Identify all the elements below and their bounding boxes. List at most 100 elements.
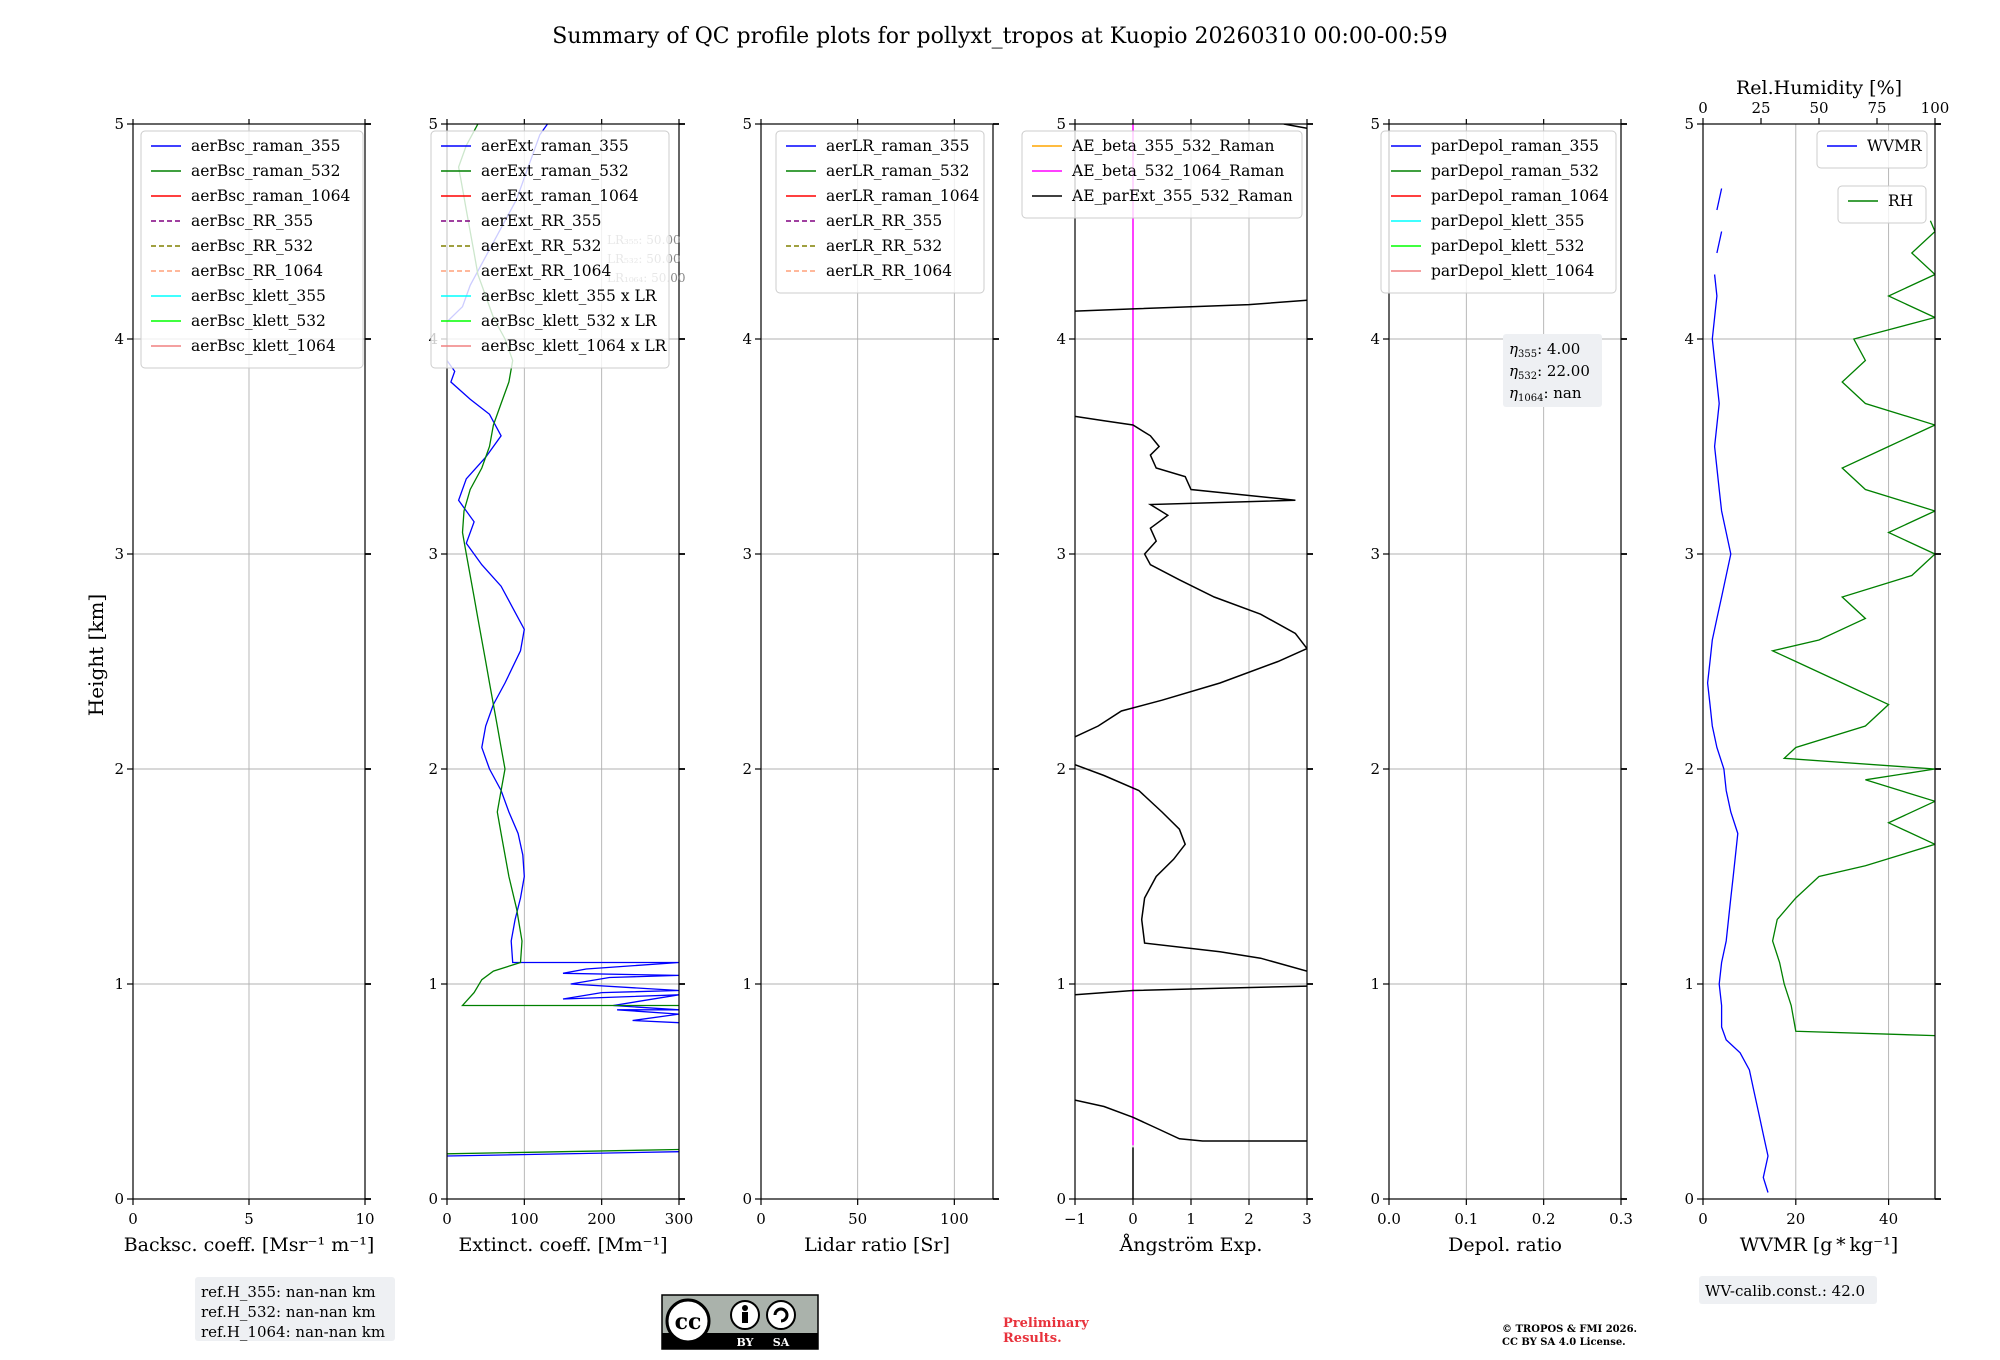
cc-by-sa-badge: cc BY SA (661, 1294, 819, 1350)
x-tick-label: 0.2 (1532, 1210, 1556, 1228)
x-tick-label: 0 (128, 1210, 138, 1228)
secondary-x-tick-label: 75 (1867, 99, 1886, 117)
x-axis-label: Depol. ratio (1448, 1234, 1562, 1256)
series-line-aerExt_raman_355 (447, 1151, 679, 1157)
y-tick-label: 3 (114, 545, 124, 563)
series-line-AE_parExt_355_532_Raman (1075, 299, 1307, 312)
y-tick-label: 3 (1684, 545, 1694, 563)
y-tick-label: 0 (742, 1190, 752, 1208)
y-tick-label: 2 (742, 760, 752, 778)
y-tick-label: 5 (428, 115, 438, 133)
panel-lidar_ratio: 0 50 100 0 1 2 3 4 5 Lidar ratio [Sr] aerLR_raman_… (742, 115, 999, 1256)
series-line-AE_parExt_355_532_Raman (1075, 985, 1307, 996)
eta-value: : 22.00 (1537, 362, 1590, 380)
series-line-RH (1770, 220, 1935, 1037)
series-line-AE_parExt_355_532_Raman (1075, 415, 1307, 738)
series-line-AE_parExt_355_532_Raman (1075, 1099, 1307, 1142)
secondary-x-tick-label: 50 (1809, 99, 1828, 117)
x-tick-label: 50 (848, 1210, 867, 1228)
x-tick-label: 200 (587, 1210, 616, 1228)
y-tick-label: 4 (742, 330, 752, 348)
eta-symbol: η (1509, 362, 1518, 380)
legend-label: aerExt_raman_355 (481, 137, 629, 155)
legend-label: aerBsc_raman_532 (191, 162, 341, 180)
y-tick-label: 0 (1056, 1190, 1066, 1208)
legend-label: WVMR (1867, 137, 1923, 155)
ref-line-1064: ref.H_1064: nan-nan km (201, 1323, 385, 1341)
legend-label: aerBsc_raman_1064 (191, 187, 351, 205)
x-tick-label: −1 (1064, 1210, 1086, 1228)
legend-frame (140, 130, 364, 369)
legend-label: parDepol_raman_532 (1431, 162, 1599, 180)
cc-text: cc (675, 1309, 702, 1335)
legend-label: aerLR_raman_1064 (826, 187, 979, 205)
x-tick-label: 2 (1244, 1210, 1254, 1228)
wv-calib-text: WV-calib.const.: 42.0 (1705, 1282, 1865, 1300)
eta-subscript: 532 (1518, 371, 1537, 382)
secondary-x-tick-label: 0 (1698, 99, 1708, 117)
x-tick-label: 100 (940, 1210, 969, 1228)
legend-label: aerBsc_klett_532 (191, 312, 326, 330)
y-tick-label: 3 (1056, 545, 1066, 563)
y-tick-label: 5 (1684, 115, 1694, 133)
legend-label: parDepol_raman_1064 (1431, 187, 1609, 205)
legend-label: aerExt_RR_532 (481, 237, 602, 255)
legend-label: aerBsc_RR_1064 (191, 262, 323, 280)
legend-label: parDepol_klett_532 (1431, 237, 1584, 255)
legend-label: aerBsc_raman_355 (191, 137, 341, 155)
secondary-x-tick-label: 100 (1921, 99, 1950, 117)
eta-box (1503, 334, 1602, 407)
x-tick-label: 40 (1879, 1210, 1898, 1228)
y-tick-label: 1 (742, 975, 752, 993)
y-tick-label: 3 (742, 545, 752, 563)
legend-label: aerBsc_klett_355 x LR (481, 287, 658, 305)
legend-angstrom: AE_beta_355_532_Raman AE_beta_532_1064_Ra… (1021, 130, 1303, 219)
y-tick-label: 5 (742, 115, 752, 133)
legend-label: aerBsc_klett_1064 (191, 337, 336, 355)
legend-label: parDepol_raman_355 (1431, 137, 1599, 155)
legend-label: aerLR_RR_355 (826, 212, 942, 230)
x-tick-label: 0.1 (1454, 1210, 1478, 1228)
y-tick-label: 1 (1056, 975, 1066, 993)
x-tick-label: 3 (1302, 1210, 1312, 1228)
legend-frame (1021, 130, 1303, 219)
panel-angstrom: −1 0 1 2 3 0 1 2 3 4 5 Ångström Exp. AE_beta_355_532… (1021, 115, 1313, 1256)
legend-label: aerBsc_klett_1064 x LR (481, 337, 668, 355)
reference-height-box: ref.H_355: nan-nan km ref.H_532: nan-nan… (195, 1277, 395, 1341)
legend-label: aerBsc_RR_532 (191, 237, 313, 255)
ref-line-532: ref.H_532: nan-nan km (201, 1303, 376, 1321)
eta-value: : 4.00 (1537, 340, 1580, 358)
series-line-WVMR (1716, 188, 1723, 211)
y-tick-label: 4 (1056, 330, 1066, 348)
y-tick-label: 0 (114, 1190, 124, 1208)
y-tick-label: 4 (114, 330, 124, 348)
legend-extinction: aerExt_raman_355 aerExt_raman_532 aerExt_r… (430, 130, 670, 369)
eta-symbol: η (1509, 340, 1518, 358)
legend-frame (1380, 130, 1617, 294)
legend-label: RH (1888, 192, 1913, 210)
eta-label: η532: 22.00 (1509, 362, 1590, 382)
y-tick-label: 5 (1370, 115, 1380, 133)
eta-label: η1064: nan (1509, 384, 1582, 404)
y-tick-label: 0 (1370, 1190, 1380, 1208)
cc-sa-text: SA (773, 1336, 790, 1349)
legend-backscatter: aerBsc_raman_355 aerBsc_raman_532 aerBsc_r… (140, 130, 364, 369)
legend-wv: RH (1837, 185, 1927, 224)
legend-label: AE_beta_532_1064_Raman (1071, 162, 1284, 180)
legend-label: parDepol_klett_355 (1431, 212, 1584, 230)
copyright-line-2: CC BY SA 4.0 License. (1502, 1337, 1626, 1348)
series-line-AE_parExt_355_532_Raman (1075, 763, 1307, 972)
legend-label: aerExt_raman_1064 (481, 187, 639, 205)
axes-frame (760, 123, 994, 1200)
panel-backscatter: 0 5 10 0 1 2 3 4 5 Backsc. coeff. [Msr⁻¹ m⁻¹] aerB… (114, 115, 374, 1256)
x-tick-label: 20 (1786, 1210, 1805, 1228)
x-tick-label: 0 (442, 1210, 452, 1228)
legend-label: aerExt_raman_532 (481, 162, 629, 180)
y-tick-label: 1 (428, 975, 438, 993)
preliminary-line-2: Results. (1003, 1331, 1062, 1346)
series-line-WVMR (1706, 274, 1769, 1193)
y-tick-label: 2 (1684, 760, 1694, 778)
y-tick-label: 4 (1370, 330, 1380, 348)
legend-label: aerBsc_klett_355 (191, 287, 326, 305)
